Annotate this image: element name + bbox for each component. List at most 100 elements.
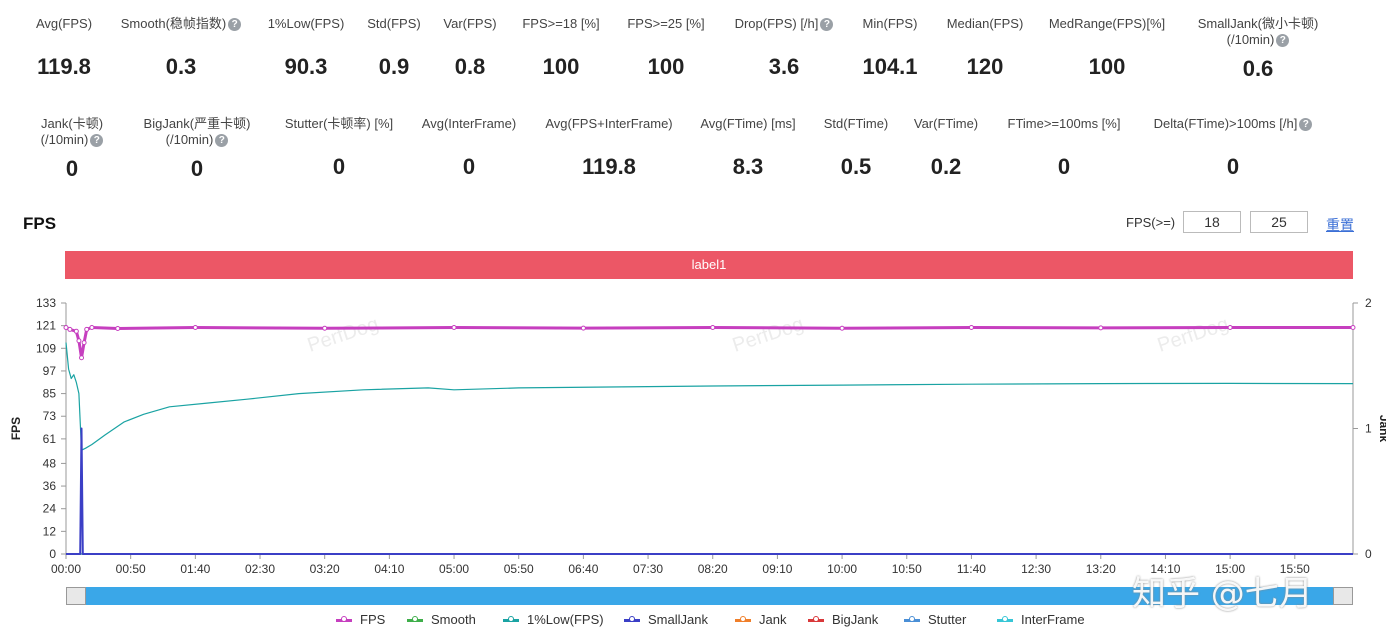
stat-stats_row1-2: 1%Low(FPS) 90.3 — [216, 16, 396, 80]
stat-label-text: Drop(FPS) [/h] — [734, 16, 819, 31]
stat-value: 0 — [332, 154, 346, 179]
legend-marker — [740, 616, 746, 623]
help-icon[interactable]: ? — [820, 18, 834, 32]
legend-item[interactable]: Smooth — [407, 612, 476, 627]
y-right-tick-label-0: 0 — [1365, 547, 1372, 561]
legend-marker — [508, 616, 514, 623]
legend-item[interactable]: SmallJank — [624, 612, 708, 627]
stat-value: 0 — [65, 156, 79, 181]
stat-label: FTime>=100ms [%] — [974, 116, 1154, 132]
stat-label-unit: (/10min) — [40, 132, 89, 147]
series-line-1-low-fps- — [65, 342, 1354, 451]
legend-swatch — [904, 616, 920, 623]
stat-stats_row1-10: MedRange(FPS)[%] 100 — [1017, 16, 1197, 80]
x-tick-label-17: 14:10 — [1150, 562, 1180, 576]
threshold-input-1[interactable] — [1183, 211, 1241, 233]
help-icon[interactable]: ? — [1276, 34, 1290, 48]
stat-label-text: Min(FPS) — [862, 16, 918, 31]
stat-label: 1%Low(FPS) — [216, 16, 396, 32]
stat-label: Jank(卡顿) (/10min)? — [0, 116, 162, 148]
x-tick-label-18: 15:00 — [1215, 562, 1245, 576]
help-icon[interactable]: ? — [215, 134, 229, 148]
fps-point-1 — [67, 326, 73, 332]
stat-label-text: FTime>=100ms [%] — [1007, 116, 1121, 131]
scrollbar-handle-left[interactable] — [66, 587, 86, 605]
help-icon[interactable]: ? — [90, 134, 104, 148]
stat-value: 0.2 — [930, 154, 962, 179]
stat-stats_row2-9: Delta(FTime)>100ms [/h]? 0 — [1143, 116, 1323, 180]
stat-stats_row1-1: Smooth(稳帧指数)? 0.3 — [91, 16, 271, 80]
y-tick-label-4: 48 — [43, 456, 57, 470]
stat-label-text: Avg(InterFrame) — [421, 116, 517, 131]
legend-marker — [1002, 616, 1008, 623]
stat-label-text: Stutter(卡顿率) [%] — [284, 116, 394, 131]
legend-label: 1%Low(FPS) — [527, 612, 604, 627]
x-tick-label-10: 08:20 — [698, 562, 728, 576]
legend-marker — [813, 616, 819, 623]
legend-item[interactable]: 1%Low(FPS) — [503, 612, 604, 627]
stat-label-text: Avg(FPS) — [35, 16, 93, 31]
stat-label-text: FPS>=18 [%] — [522, 16, 600, 31]
stat-stats_row1-11: SmallJank(微小卡顿) (/10min)? 0.6 — [1168, 16, 1348, 82]
legend-item[interactable]: Jank — [735, 612, 786, 627]
stat-value: 8.3 — [732, 154, 764, 179]
chart-watermark-2: PerfDog — [1155, 313, 1232, 357]
y-right-tick-label-2: 2 — [1365, 296, 1372, 310]
stat-label: Std(FPS) — [304, 16, 484, 32]
legend-item[interactable]: FPS — [336, 612, 385, 627]
legend-label: Jank — [759, 612, 787, 627]
legend-swatch — [997, 616, 1013, 623]
stat-label-text: MedRange(FPS)[%] — [1048, 16, 1166, 31]
legend-label: Stutter — [928, 612, 967, 627]
x-tick-label-19: 15:50 — [1280, 562, 1310, 576]
fps-point-7 — [89, 325, 95, 331]
stat-stats_row2-7: Var(FTime) 0.2 — [856, 116, 1036, 180]
fps-point-6 — [84, 326, 90, 332]
y-tick-label-8: 97 — [43, 364, 57, 378]
fps-point-10 — [322, 325, 328, 331]
stat-value: 0.3 — [165, 54, 197, 79]
stat-value: 120 — [966, 54, 1004, 79]
help-icon[interactable]: ? — [1299, 118, 1313, 132]
stat-stats_row2-4: Avg(FPS+InterFrame) 119.8 — [519, 116, 699, 180]
stat-label-text: Median(FPS) — [946, 16, 1024, 31]
stat-label-text: Delta(FTime)>100ms [/h] — [1153, 116, 1298, 131]
stat-label-text: BigJank(严重卡顿) — [143, 116, 251, 131]
legend-swatch — [735, 616, 751, 623]
legend-item[interactable]: BigJank — [808, 612, 878, 627]
stat-label: FPS>=18 [%] — [471, 16, 651, 32]
x-tick-label-6: 05:00 — [439, 562, 469, 576]
label-band[interactable]: label1 — [65, 251, 1353, 279]
fps-point-12 — [580, 325, 586, 331]
reset-link[interactable]: 重置 — [1326, 217, 1354, 233]
legend-item[interactable]: InterFrame — [997, 612, 1085, 627]
fps-chart[interactable]: PerfDog PerfDog PerfDog0122436486173859710… — [0, 290, 1386, 590]
fps-point-3 — [76, 338, 82, 344]
stat-value: 119.8 — [582, 154, 636, 179]
stat-stats_row2-8: FTime>=100ms [%] 0 — [974, 116, 1154, 180]
timeline-scrollbar[interactable] — [66, 587, 1353, 605]
y-tick-label-5: 61 — [43, 432, 57, 446]
stat-stats_row1-7: Drop(FPS) [/h]? 3.6 — [694, 16, 874, 80]
legend-label: Smooth — [431, 612, 476, 627]
y-tick-label-0: 0 — [49, 547, 56, 561]
help-icon[interactable]: ? — [228, 18, 242, 32]
corner-watermark: 知乎 @七月 — [1132, 574, 1313, 614]
stat-label: Drop(FPS) [/h]? — [694, 16, 874, 32]
threshold-input-2[interactable] — [1250, 211, 1308, 233]
chart-watermark-0: PerfDog — [305, 313, 382, 357]
stat-value: 0 — [462, 154, 476, 179]
legend-item[interactable]: Stutter — [904, 612, 966, 627]
x-tick-label-14: 11:40 — [957, 562, 986, 576]
stat-value: 0.9 — [378, 54, 410, 79]
stat-label: Min(FPS) — [800, 16, 980, 32]
y-tick-label-7: 85 — [43, 387, 57, 401]
stat-stats_row2-2: Stutter(卡顿率) [%] 0 — [249, 116, 429, 180]
y-tick-label-2: 24 — [43, 502, 57, 516]
stat-label: FPS>=25 [%] — [576, 16, 756, 32]
stat-label: MedRange(FPS)[%] — [1017, 16, 1197, 32]
stat-label-text: FPS>=25 [%] — [627, 16, 705, 31]
stat-label: Stutter(卡顿率) [%] — [249, 116, 429, 132]
legend-swatch — [624, 616, 640, 623]
scrollbar-handle-right[interactable] — [1333, 587, 1353, 605]
